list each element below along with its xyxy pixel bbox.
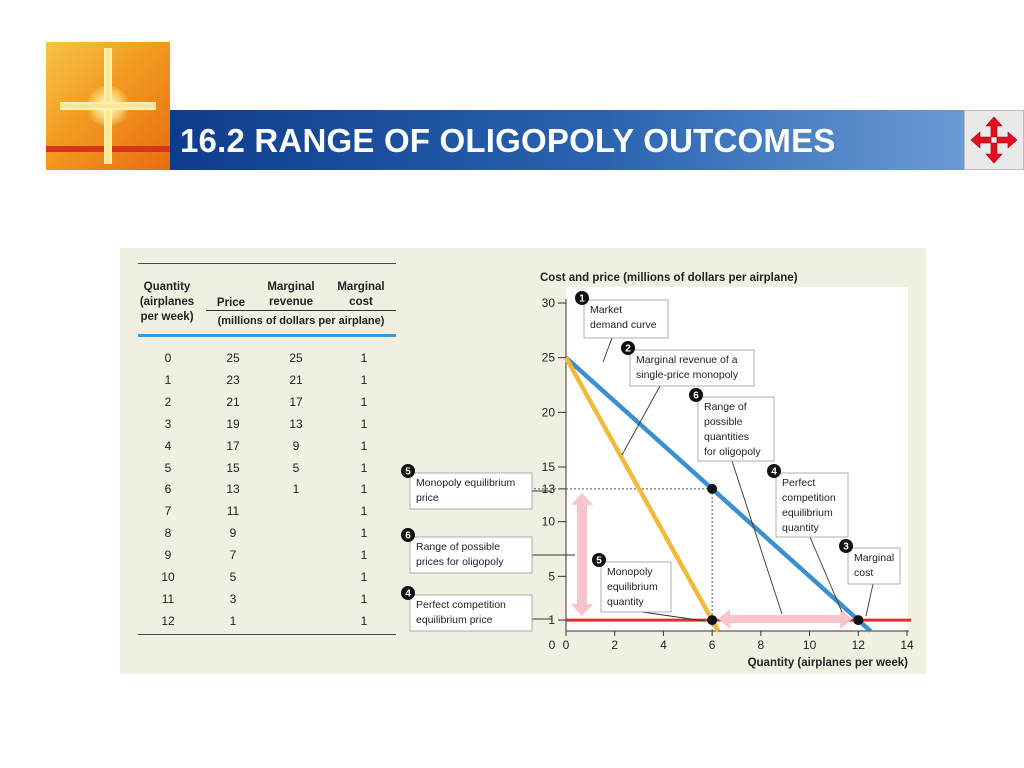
- header-marginal-revenue: Marginal revenue: [258, 280, 324, 310]
- table-cell-mr: 9: [292, 438, 300, 453]
- table-cell-mr: 17: [289, 394, 303, 409]
- table-cell-mc: 1: [360, 351, 368, 365]
- table-cell-p: 21: [226, 394, 240, 409]
- four-arrow-navigation-icon[interactable]: [964, 110, 1024, 170]
- table-cell-mc: 1: [360, 460, 368, 475]
- table-cell-mc: 1: [360, 613, 368, 628]
- table-cell-p: 7: [229, 548, 237, 563]
- table-cell-q: 0: [164, 351, 172, 365]
- table-cell-p: 15: [226, 460, 240, 475]
- table-cell-q: 1: [164, 372, 172, 387]
- table-cell-p: 13: [226, 482, 240, 497]
- table-cell-mr: 13: [289, 416, 303, 431]
- table-cell-mc: 1: [360, 438, 368, 453]
- table-bottom-rule: [138, 634, 396, 635]
- slide-title: 16.2 RANGE OF OLIGOPOLY OUTCOMES: [180, 122, 836, 159]
- table-cell-q: 9: [164, 548, 172, 563]
- cross-logo-icon: [46, 42, 170, 170]
- table-cell-p: 23: [226, 372, 240, 387]
- table-cell-mr: 21: [289, 372, 303, 387]
- table-header-rule: [138, 334, 396, 337]
- table-cell-mc: 1: [360, 394, 368, 409]
- table-cell-p: 11: [226, 504, 240, 519]
- table-cell-p: 3: [229, 591, 237, 606]
- table-cell-q: 6: [164, 482, 172, 497]
- header-price: Price: [216, 297, 246, 309]
- header-mr-line2: revenue: [268, 296, 314, 308]
- table-cell-mc: 1: [360, 548, 368, 563]
- table-cell-q: 3: [164, 416, 172, 431]
- table-cell-mc: 1: [360, 482, 368, 497]
- header-mc-line2: cost: [349, 296, 373, 308]
- header-marginal-cost: Marginal cost: [328, 280, 394, 310]
- table-cell-mc: 1: [360, 526, 368, 541]
- header-quantity: Quantity (airplanes per week): [134, 280, 200, 325]
- table-cell-p: 9: [229, 526, 237, 541]
- table-cell-p: 25: [226, 351, 240, 365]
- table-cell-mc: 1: [360, 591, 368, 606]
- table-cell-q: 10: [161, 570, 175, 584]
- header-quantity-line1: Quantity: [143, 281, 191, 293]
- title-bar: 16.2 RANGE OF OLIGOPOLY OUTCOMES: [170, 110, 964, 170]
- table-top-rule: [138, 263, 396, 264]
- table-cell-p: 1: [229, 613, 237, 628]
- table-cell-mc: 1: [360, 504, 368, 519]
- table-cell-q: 5: [164, 460, 172, 475]
- table-cell-q: 11: [161, 591, 175, 606]
- logo-cross-horizontal: [60, 102, 156, 110]
- table-cell-p: 17: [226, 438, 240, 453]
- header-underline: [206, 310, 396, 311]
- table-cell-mr: 5: [292, 460, 300, 475]
- header-mr-line1: Marginal: [267, 281, 315, 293]
- table-cell-mr: 1: [292, 482, 300, 497]
- table-cell-mc: 1: [360, 570, 368, 584]
- table-cell-q: 4: [164, 438, 172, 453]
- table-cell-mc: 1: [360, 416, 368, 431]
- table-cell-q: 2: [164, 394, 172, 409]
- table-cell-p: 5: [229, 570, 237, 584]
- header-units: (millions of dollars per airplane): [217, 315, 385, 327]
- header-quantity-line3: per week): [140, 311, 194, 323]
- header-quantity-line2: (airplanes: [139, 296, 195, 308]
- table-cell-p: 19: [226, 416, 240, 431]
- table-cell-q: 12: [161, 613, 175, 628]
- table-cell-mc: 1: [360, 372, 368, 387]
- table-cell-mr: 25: [289, 351, 303, 365]
- table-cell-q: 7: [164, 504, 172, 519]
- table-cell-q: 8: [164, 526, 172, 541]
- header-mc-line1: Marginal: [337, 281, 385, 293]
